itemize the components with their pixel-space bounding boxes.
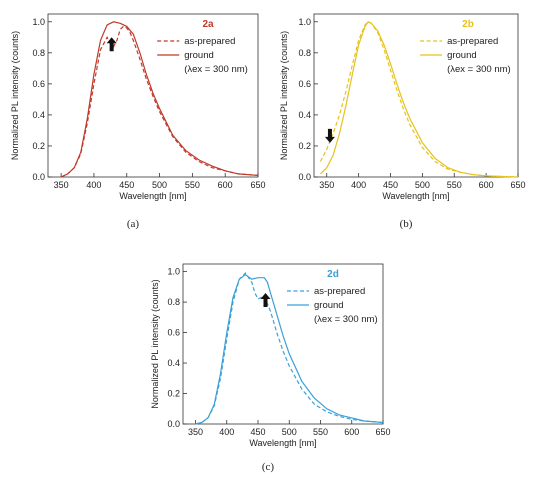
y-tick-label: 0.8 bbox=[32, 48, 45, 58]
x-tick-label: 600 bbox=[218, 180, 233, 190]
legend-label: ground bbox=[447, 50, 477, 61]
x-tick-label: 400 bbox=[219, 427, 234, 437]
x-tick-label: 650 bbox=[375, 427, 390, 437]
chart-panel-1: 0.0 0.2 0.4 0.6 0.8 1.0 350 400 450 500 550 600 650 W… bbox=[10, 13, 266, 230]
y-tick-label: 0.4 bbox=[167, 358, 180, 368]
x-axis-label: Wavelength [nm] bbox=[249, 438, 316, 448]
y-tick-label: 0.2 bbox=[298, 141, 311, 151]
y-tick-label: 0.0 bbox=[167, 419, 180, 429]
y-tick-label: 0.4 bbox=[298, 110, 311, 120]
legend-label: (λex = 300 nm) bbox=[184, 64, 248, 75]
x-tick-label: 650 bbox=[250, 180, 265, 190]
y-axis-label: Normalized PL intensity (counts) bbox=[150, 279, 160, 408]
panel-tag: 2b bbox=[462, 19, 474, 30]
series-line-as-prepared bbox=[195, 272, 384, 425]
series-line-ground bbox=[319, 21, 519, 178]
legend-label: as-prepared bbox=[184, 36, 235, 47]
x-tick-label: 550 bbox=[447, 180, 462, 190]
panel-caption: (b) bbox=[400, 218, 413, 230]
y-tick-label: 0.6 bbox=[298, 79, 311, 89]
chart-panel-2: 0.0 0.2 0.4 0.6 0.8 1.0 350 400 450 500 550 600 650 W… bbox=[279, 13, 526, 230]
x-tick-label: 450 bbox=[119, 180, 134, 190]
x-tick-label: 350 bbox=[319, 180, 334, 190]
arrow-up-icon bbox=[106, 37, 117, 52]
x-tick-label: 550 bbox=[313, 427, 328, 437]
panel-caption: (a) bbox=[127, 218, 140, 230]
arrow-up-icon bbox=[260, 292, 271, 307]
chart-panel-3: 0.0 0.2 0.4 0.6 0.8 1.0 350 400 450 500 550 600 650 W… bbox=[150, 263, 391, 473]
legend-label: ground bbox=[314, 300, 344, 311]
y-axis-label: Normalized PL intensity (counts) bbox=[10, 31, 20, 160]
x-tick-label: 650 bbox=[510, 180, 525, 190]
x-tick-label: 450 bbox=[383, 180, 398, 190]
y-tick-label: 0.6 bbox=[167, 328, 180, 338]
x-tick-label: 500 bbox=[152, 180, 167, 190]
legend-label: as-prepared bbox=[447, 36, 498, 47]
x-tick-label: 400 bbox=[351, 180, 366, 190]
series-line-ground bbox=[60, 21, 259, 178]
y-tick-label: 0.8 bbox=[167, 297, 180, 307]
panel-tag: 2d bbox=[327, 269, 339, 280]
plot-frame bbox=[47, 13, 259, 178]
y-tick-label: 0.6 bbox=[32, 79, 45, 89]
y-tick-label: 0.8 bbox=[298, 48, 311, 58]
panel-tag: 2a bbox=[202, 19, 214, 30]
y-tick-label: 0.2 bbox=[32, 141, 45, 151]
y-tick-label: 1.0 bbox=[32, 17, 45, 27]
legend-label: (λex = 300 nm) bbox=[447, 64, 511, 75]
x-tick-label: 500 bbox=[415, 180, 430, 190]
y-tick-label: 0.0 bbox=[32, 172, 45, 182]
legend-label: ground bbox=[184, 50, 214, 61]
y-axis-label: Normalized PL intensity (counts) bbox=[279, 31, 289, 160]
x-tick-label: 350 bbox=[54, 180, 69, 190]
x-tick-label: 550 bbox=[185, 180, 200, 190]
series-line-ground bbox=[195, 273, 384, 425]
x-tick-label: 450 bbox=[250, 427, 265, 437]
series-line-as-prepared bbox=[60, 25, 259, 178]
panel-caption: (c) bbox=[262, 461, 275, 473]
plot-frame bbox=[313, 13, 519, 178]
x-tick-label: 600 bbox=[344, 427, 359, 437]
plot-frame bbox=[182, 263, 384, 425]
series-line-as-prepared bbox=[319, 21, 519, 178]
x-tick-label: 400 bbox=[86, 180, 101, 190]
legend-label: (λex = 300 nm) bbox=[314, 314, 378, 325]
y-tick-label: 1.0 bbox=[298, 17, 311, 27]
legend-label: as-prepared bbox=[314, 286, 365, 297]
x-axis-label: Wavelength [nm] bbox=[119, 191, 186, 201]
y-tick-label: 0.0 bbox=[298, 172, 311, 182]
x-axis-label: Wavelength [nm] bbox=[382, 191, 449, 201]
x-tick-label: 600 bbox=[479, 180, 494, 190]
y-tick-label: 0.4 bbox=[32, 110, 45, 120]
x-tick-label: 350 bbox=[188, 427, 203, 437]
y-tick-label: 1.0 bbox=[167, 267, 180, 277]
y-tick-label: 0.2 bbox=[167, 389, 180, 399]
x-tick-label: 500 bbox=[282, 427, 297, 437]
arrow-down-icon bbox=[324, 128, 335, 143]
